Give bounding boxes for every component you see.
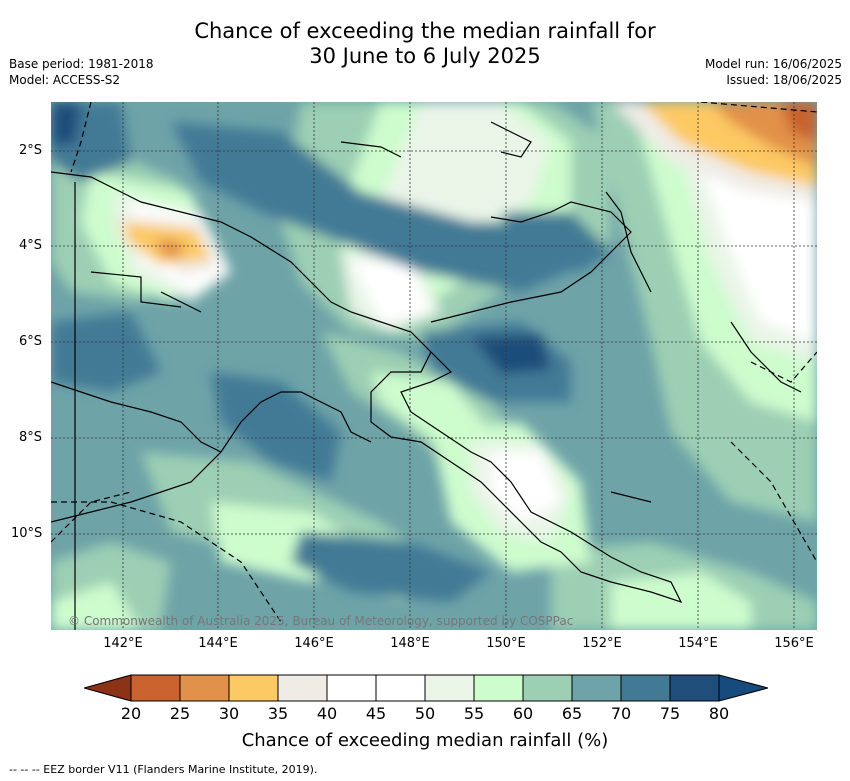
colorbar-cell xyxy=(620,674,671,702)
model-run-text: Model run: 16/06/2025 xyxy=(704,57,842,71)
rainfall-map-svg xyxy=(51,102,817,630)
lon-label-154e: 154°E xyxy=(678,636,718,651)
colorbar-tick-label: 50 xyxy=(414,704,436,723)
colorbar-tick-label: 25 xyxy=(169,704,191,723)
lon-label-156e: 156°E xyxy=(774,636,814,651)
probability-contours xyxy=(51,102,817,630)
colorbar-cell xyxy=(179,674,230,702)
colorbar-low-extend xyxy=(84,674,132,702)
colorbar-tick-label: 55 xyxy=(463,704,485,723)
lat-label-8s: 8°S xyxy=(19,430,43,445)
colorbar-tick-label: 45 xyxy=(365,704,387,723)
colorbar-cell xyxy=(473,674,524,702)
issued-text: Issued: 18/06/2025 xyxy=(726,73,842,87)
colorbar-tick-label: 80 xyxy=(708,704,730,723)
rainfall-map[interactable] xyxy=(51,102,817,630)
colorbar-cell xyxy=(424,674,475,702)
eez-borders xyxy=(51,102,817,623)
map-gridlines xyxy=(51,102,817,630)
lat-label-10s: 10°S xyxy=(11,526,43,541)
coastlines xyxy=(51,121,802,630)
lon-label-150e: 150°E xyxy=(486,636,526,651)
copyright-text: © Commonwealth of Australia 2025, Bureau… xyxy=(68,614,574,628)
colorbar-cell xyxy=(571,674,622,702)
eez-footnote: -- -- -- EEZ border V11 (Flanders Marine… xyxy=(9,763,318,776)
colorbar-tick-label: 75 xyxy=(659,704,681,723)
lon-label-144e: 144°E xyxy=(198,636,238,651)
colorbar-tick-label: 40 xyxy=(316,704,338,723)
lat-label-6s: 6°S xyxy=(19,334,43,349)
colorbar-cell xyxy=(130,674,181,702)
chart-title-line1: Chance of exceeding the median rainfall … xyxy=(194,19,656,43)
colorbar-cell xyxy=(277,674,328,702)
colorbar-tick-label: 70 xyxy=(610,704,632,723)
colorbar-cell xyxy=(669,674,720,702)
lon-label-146e: 146°E xyxy=(294,636,334,651)
colorbar-tick-label: 65 xyxy=(561,704,583,723)
colorbar-cells xyxy=(130,674,720,702)
lat-label-2s: 2°S xyxy=(19,143,43,158)
chart-title-line2: 30 June to 6 July 2025 xyxy=(309,44,541,68)
colorbar xyxy=(84,674,768,702)
colorbar-tick-label: 60 xyxy=(512,704,534,723)
colorbar-cell xyxy=(375,674,426,702)
model-text: Model: ACCESS-S2 xyxy=(9,73,121,87)
lat-label-4s: 4°S xyxy=(19,238,43,253)
colorbar-tick-label: 30 xyxy=(218,704,240,723)
colorbar-cell xyxy=(522,674,573,702)
colorbar-cell xyxy=(326,674,377,702)
lon-label-148e: 148°E xyxy=(390,636,430,651)
base-period-text: Base period: 1981-2018 xyxy=(9,57,154,71)
colorbar-tick-label: 35 xyxy=(267,704,289,723)
lon-label-142e: 142°E xyxy=(103,636,143,651)
lon-label-152e: 152°E xyxy=(582,636,622,651)
colorbar-high-extend xyxy=(718,674,768,702)
colorbar-tick-label: 20 xyxy=(120,704,142,723)
colorbar-cell xyxy=(228,674,279,702)
colorbar-title: Chance of exceeding median rainfall (%) xyxy=(241,730,609,751)
